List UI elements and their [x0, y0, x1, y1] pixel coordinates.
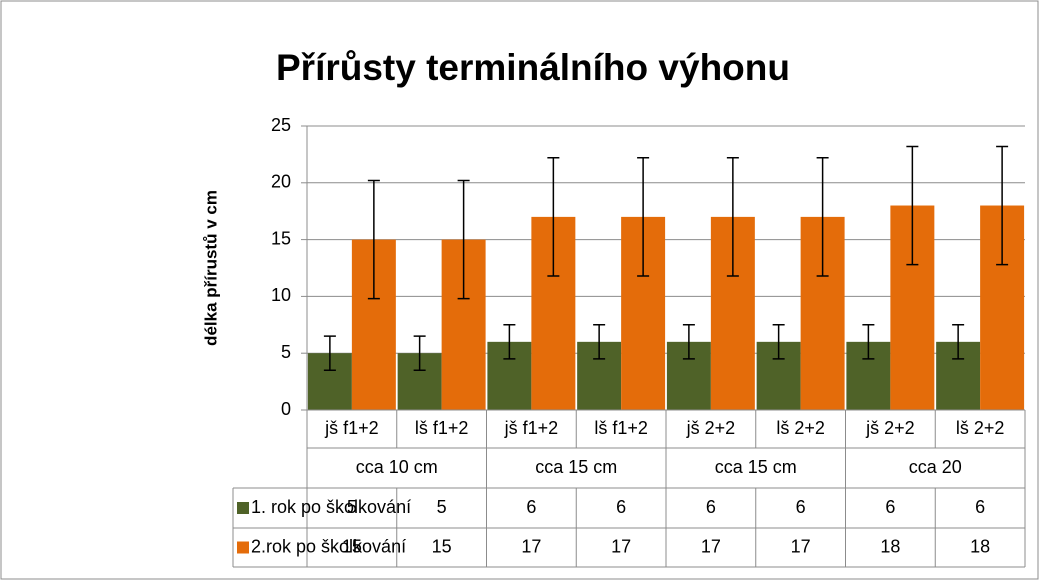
x-tick-label: lš f1+2 — [415, 418, 469, 438]
table-value: 5 — [437, 497, 447, 517]
error-bar — [906, 145, 919, 266]
legend-label: 2.rok po školkování — [251, 536, 406, 556]
table-value: 18 — [970, 536, 990, 556]
error-bar — [682, 324, 695, 360]
legend-label: 1. rok po školkování — [251, 497, 411, 517]
error-bar — [726, 157, 739, 277]
error-bar — [413, 335, 426, 371]
error-bar — [996, 145, 1009, 266]
y-tick-label: 10 — [271, 285, 291, 305]
x-tick-label: lš 2+2 — [776, 418, 825, 438]
table-value: 15 — [342, 536, 362, 556]
table-value: 6 — [885, 497, 895, 517]
table-value: 6 — [975, 497, 985, 517]
error-bar — [816, 157, 829, 277]
table-value: 17 — [521, 536, 541, 556]
group-label: cca 15 cm — [715, 457, 797, 477]
error-bar — [952, 324, 965, 360]
error-bar — [367, 179, 380, 300]
group-label: cca 20 — [909, 457, 962, 477]
error-bar — [593, 324, 606, 360]
legend-swatch — [237, 541, 249, 554]
error-bar — [323, 335, 336, 371]
table-value: 5 — [347, 497, 357, 517]
group-label: cca 10 cm — [356, 457, 438, 477]
y-tick-label: 15 — [271, 228, 291, 248]
table-value: 17 — [791, 536, 811, 556]
group-label: cca 15 cm — [535, 457, 617, 477]
x-tick-label: jš f1+2 — [504, 418, 559, 438]
y-tick-label: 5 — [281, 342, 291, 362]
error-bar — [637, 157, 650, 277]
table-value: 6 — [706, 497, 716, 517]
x-tick-label: lš 2+2 — [956, 418, 1005, 438]
x-tick-label: jš f1+2 — [324, 418, 379, 438]
error-bar — [547, 157, 560, 277]
table-value: 6 — [616, 497, 626, 517]
table-value: 6 — [796, 497, 806, 517]
x-tick-label: jš 2+2 — [865, 418, 915, 438]
legend-swatch — [237, 502, 249, 514]
y-axis-label: délka přírustů v cm — [201, 190, 220, 346]
table-value: 18 — [880, 536, 900, 556]
chart-title: Přírůsty terminálního výhonu — [276, 47, 790, 88]
error-bar — [772, 324, 785, 360]
table-value: 17 — [611, 536, 631, 556]
table-value: 15 — [432, 536, 452, 556]
y-tick-label: 0 — [281, 399, 291, 419]
error-bar — [503, 324, 516, 360]
table-value: 6 — [526, 497, 536, 517]
table-value: 17 — [701, 536, 721, 556]
y-tick-label: 25 — [271, 115, 291, 135]
y-tick-label: 20 — [271, 172, 291, 192]
x-tick-label: jš 2+2 — [686, 418, 736, 438]
x-tick-label: lš f1+2 — [594, 418, 648, 438]
error-bar — [457, 179, 470, 300]
error-bar — [862, 324, 875, 360]
